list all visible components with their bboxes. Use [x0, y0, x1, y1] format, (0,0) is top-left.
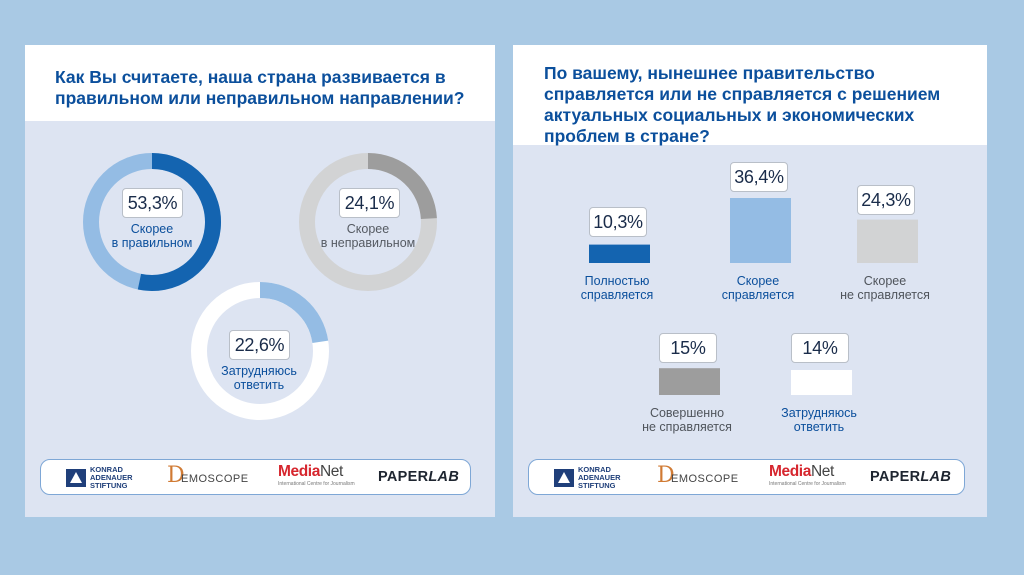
country-direction-panel: Как Вы считаете, наша страна развивается… [25, 45, 495, 517]
label-line: справляется [721, 288, 795, 302]
bar-rather-not-copes [857, 219, 918, 263]
value-label: 22,6% [229, 330, 290, 360]
label-line: Скорее [863, 274, 907, 288]
label-line: в неправильном [320, 236, 416, 250]
label-line: Затрудняюсь [221, 364, 297, 378]
partner-logos: KONRAD ADENAUER STIFTUNG D EMOSCOPE MediaNe… [528, 459, 965, 495]
kas-logo: KONRAD ADENAUER STIFTUNG [554, 460, 634, 493]
donut-slice-undecided [259, 282, 329, 344]
donut-label: Затрудняюсь ответить [184, 364, 334, 392]
medianet-logo: MediaNet International Centre for Journa… [278, 463, 355, 487]
label-line: Совершенно [649, 406, 725, 420]
demoscope-logo: D EMOSCOPE [657, 463, 739, 488]
value-label: 10,3% [589, 207, 647, 237]
label-line: не справляется [642, 420, 732, 434]
paperlab-logo: PAPERLAB [378, 469, 460, 485]
category-label: Скорее не справляется [810, 274, 960, 302]
category-label: Скорее справляется [683, 274, 833, 302]
label-line: справляется [580, 288, 654, 302]
label-line: Скорее [346, 222, 390, 236]
category-label: Затрудняюсь ответить [744, 406, 894, 434]
label-line: Скорее [130, 222, 174, 236]
bar-does-not-cope [659, 368, 720, 395]
donut-chart-right-direction [83, 153, 222, 291]
donut-chart-undecided [191, 282, 329, 420]
label-line: не справляется [840, 288, 930, 302]
kas-logo: KONRAD ADENAUER STIFTUNG [66, 460, 146, 493]
bar-rather-copes [730, 198, 791, 263]
category-label: Полностью справляется [542, 274, 692, 302]
label-line: Затрудняюсь [781, 406, 857, 420]
demoscope-logo: D EMOSCOPE [167, 463, 249, 488]
bar-fully-copes [589, 244, 650, 263]
panel-title: Как Вы считаете, наша страна развивается… [55, 67, 465, 108]
bar-undecided [791, 370, 852, 395]
category-label: Совершенно не справляется [612, 406, 762, 434]
label-line: ответить [233, 378, 285, 392]
value-label: 15% [659, 333, 717, 363]
panel-header: Как Вы считаете, наша страна развивается… [25, 45, 495, 121]
donut-chart-wrong-direction [299, 153, 437, 291]
medianet-logo: MediaNet International Centre for Journa… [769, 463, 846, 487]
bar-chart [589, 198, 918, 395]
panel-header: По вашему, нынешнее правительство справл… [513, 45, 987, 146]
donut-label: Скорее в неправильном [293, 222, 443, 250]
label-line: Полностью [584, 274, 650, 288]
label-line: в правильном [111, 236, 193, 250]
panel-title: По вашему, нынешнее правительство справл… [544, 63, 941, 146]
kas-icon [554, 469, 574, 487]
kas-logo-text: KONRAD ADENAUER STIFTUNG [578, 465, 621, 490]
paperlab-logo: PAPERLAB [870, 469, 952, 485]
kas-icon [66, 469, 86, 487]
government-performance-panel: По вашему, нынешнее правительство справл… [513, 45, 987, 517]
partner-logos: KONRAD ADENAUER STIFTUNG D EMOSCOPE MediaNe… [40, 459, 471, 495]
value-label: 24,1% [339, 188, 400, 218]
value-label: 24,3% [857, 185, 915, 215]
donut-slice-right-direction [137, 153, 222, 291]
label-line: ответить [793, 420, 845, 434]
donut-slice-wrong-direction [367, 153, 437, 220]
donut-label: Скорее в правильном [77, 222, 227, 250]
value-label: 53,3% [122, 188, 183, 218]
value-label: 14% [791, 333, 849, 363]
label-line: Скорее [736, 274, 780, 288]
value-label: 36,4% [730, 162, 788, 192]
kas-logo-text: KONRAD ADENAUER STIFTUNG [90, 465, 133, 490]
